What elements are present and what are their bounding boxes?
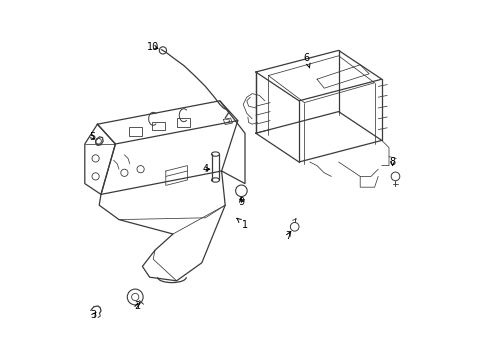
Text: 4: 4: [202, 164, 210, 174]
Text: 10: 10: [147, 42, 159, 52]
FancyBboxPatch shape: [129, 127, 142, 136]
Text: 7: 7: [285, 231, 292, 241]
Text: 2: 2: [134, 301, 140, 311]
Text: 3: 3: [91, 310, 97, 320]
FancyBboxPatch shape: [177, 118, 190, 127]
Text: 9: 9: [238, 197, 245, 207]
Text: 8: 8: [390, 157, 395, 167]
FancyBboxPatch shape: [152, 122, 165, 130]
Text: 6: 6: [303, 53, 310, 68]
Text: 1: 1: [237, 218, 248, 230]
Text: 5: 5: [89, 132, 95, 142]
